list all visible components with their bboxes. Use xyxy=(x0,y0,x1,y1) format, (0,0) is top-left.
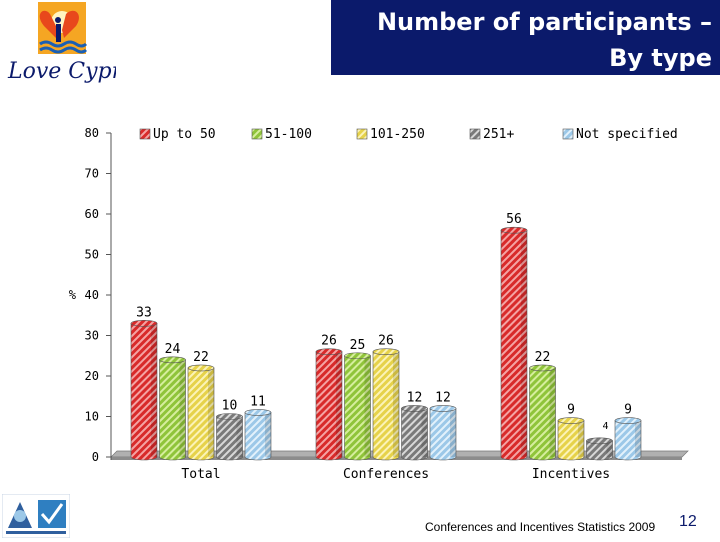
bar-shade xyxy=(179,359,186,457)
bar-shade xyxy=(606,440,613,457)
data-label: 24 xyxy=(165,342,181,357)
bar-top xyxy=(315,348,343,355)
data-label: 25 xyxy=(350,338,366,353)
bar xyxy=(130,323,158,461)
page-title: Number of participants – By type xyxy=(332,4,712,76)
data-label: 9 xyxy=(624,403,632,418)
love-cyprus-logo: Love Cyprus xyxy=(4,0,148,84)
bar-shade xyxy=(336,351,342,457)
bar-top xyxy=(187,364,215,372)
certification-logo xyxy=(1,493,71,539)
y-tick-label: 0 xyxy=(92,450,99,464)
legend-label: 51-100 xyxy=(265,127,312,142)
legend-label: 251+ xyxy=(483,127,514,142)
data-label: 22 xyxy=(535,350,551,365)
bar xyxy=(557,420,585,461)
bar-shade xyxy=(364,355,371,457)
bar-top xyxy=(372,348,400,355)
bar-top xyxy=(429,405,457,412)
source-note: Conferences and Incentives Statistics 20… xyxy=(425,520,656,534)
data-label: 9 xyxy=(567,403,575,418)
bar-shade xyxy=(421,408,428,457)
data-label: 56 xyxy=(506,212,522,227)
y-tick-label: 70 xyxy=(85,167,99,181)
data-label: 26 xyxy=(321,334,337,349)
bar xyxy=(216,416,243,461)
y-tick-label: 40 xyxy=(85,288,99,302)
bar-top xyxy=(500,226,528,234)
bar xyxy=(529,367,556,461)
title-banner: Number of participants – By type xyxy=(331,0,720,75)
bar-shade xyxy=(450,408,456,457)
legend-label: Up to 50 xyxy=(153,127,216,142)
data-label: 26 xyxy=(378,334,394,349)
category-label: Total xyxy=(181,467,220,482)
legend-swatch xyxy=(562,128,574,140)
bar xyxy=(429,408,457,461)
data-label: 33 xyxy=(136,305,152,320)
data-label: 11 xyxy=(250,394,266,409)
y-tick-label: 20 xyxy=(85,369,99,383)
bar xyxy=(500,229,528,461)
brand-text: Love Cyprus xyxy=(7,59,116,84)
bar-top xyxy=(130,320,158,327)
title-line-2: By type xyxy=(609,44,712,72)
legend-swatch xyxy=(139,128,151,140)
legend-label: 101-250 xyxy=(370,127,425,142)
bar-chart: 0 10 20 30 40 50 60 70 80% 33 24 22 10 11 Total 26 25 26 1… xyxy=(69,126,689,482)
bar-shade xyxy=(549,367,556,457)
bar-top xyxy=(586,437,613,445)
bar-top xyxy=(401,405,428,412)
y-tick-label: 80 xyxy=(85,126,99,140)
y-tick-label: 10 xyxy=(85,410,99,424)
data-label: 22 xyxy=(193,350,209,365)
bar-shade xyxy=(635,420,641,457)
bar-shade xyxy=(208,367,214,457)
bar xyxy=(315,351,343,461)
bar-top xyxy=(159,356,186,364)
bar-top xyxy=(614,417,642,424)
bar-shade xyxy=(393,351,399,457)
legend-swatch xyxy=(469,128,481,140)
bar-shade xyxy=(236,416,243,457)
y-axis-label: % xyxy=(69,288,77,302)
bar xyxy=(372,351,400,461)
data-label: 10 xyxy=(222,399,238,414)
bar-top xyxy=(529,364,556,372)
bar-top xyxy=(244,409,272,416)
bar-top xyxy=(557,417,585,424)
data-label: 4 xyxy=(602,421,608,432)
legend-swatch xyxy=(251,128,263,140)
bar xyxy=(344,355,371,461)
legend-swatch xyxy=(356,128,368,140)
title-line-1: Number of participants – xyxy=(376,8,712,36)
y-tick-label: 30 xyxy=(85,329,99,343)
bar-top xyxy=(344,352,371,360)
category-label: Conferences xyxy=(343,467,429,482)
bar xyxy=(401,408,428,461)
y-tick-label: 50 xyxy=(85,248,99,262)
category-label: Incentives xyxy=(532,467,610,482)
data-label: 12 xyxy=(435,390,451,405)
bar-top xyxy=(216,413,243,420)
legend-label: Not specified xyxy=(576,127,678,142)
bar xyxy=(159,359,186,461)
bar xyxy=(187,367,215,461)
bar-shade xyxy=(151,323,157,457)
bar xyxy=(244,412,272,461)
page-number: 12 xyxy=(679,513,697,530)
bar-shade xyxy=(578,420,584,457)
bar xyxy=(614,420,642,461)
bar-shade xyxy=(521,230,527,457)
bar xyxy=(586,440,613,461)
y-tick-label: 60 xyxy=(85,207,99,221)
data-label: 12 xyxy=(407,390,423,405)
bar-shade xyxy=(265,412,271,457)
